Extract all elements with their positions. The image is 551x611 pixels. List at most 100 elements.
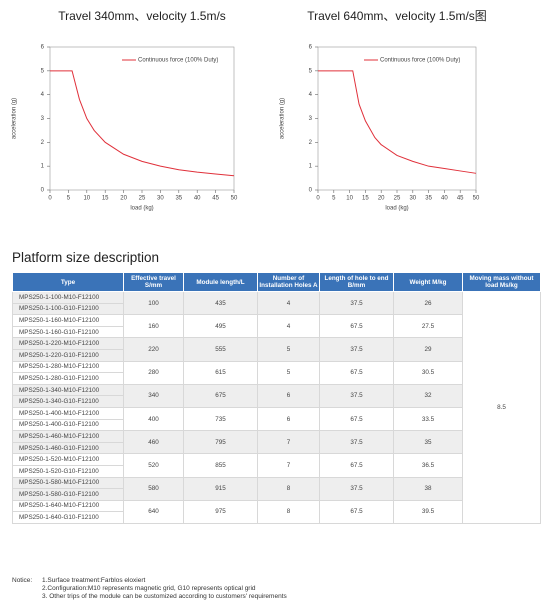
type-cell: MPS250-1-220-M10-F12100 bbox=[12, 337, 124, 350]
length-cell: 675 bbox=[183, 383, 258, 408]
x-axis-label: load (kg) bbox=[385, 206, 408, 212]
y-tick-label: 2 bbox=[309, 140, 313, 146]
x-tick-label: 30 bbox=[157, 196, 164, 202]
travel-cell: 280 bbox=[123, 360, 184, 385]
length-cell: 855 bbox=[183, 453, 258, 478]
x-tick-label: 25 bbox=[139, 196, 146, 202]
length-cell: 615 bbox=[183, 360, 258, 385]
y-axis-label: acceleration (g) bbox=[280, 98, 286, 139]
y-tick-label: 4 bbox=[309, 92, 313, 98]
x-tick-label: 15 bbox=[102, 196, 109, 202]
weight-cell: 39.5 bbox=[393, 499, 463, 524]
column-header: Weight M/kg bbox=[393, 272, 463, 292]
column-header: Type bbox=[12, 272, 124, 292]
length-cell: 555 bbox=[183, 337, 258, 362]
x-tick-label: 0 bbox=[316, 196, 320, 202]
travel-cell: 340 bbox=[123, 383, 184, 408]
y-tick-label: 2 bbox=[41, 140, 45, 146]
plot-frame bbox=[49, 46, 235, 191]
y-tick-label: 6 bbox=[309, 45, 313, 51]
y-tick-label: 1 bbox=[41, 164, 45, 170]
travel-cell: 160 bbox=[123, 314, 184, 339]
moving-mass-cell: 8.5 bbox=[462, 291, 541, 524]
type-cell: MPS250-1-640-G10-F12100 bbox=[12, 511, 124, 524]
weight-cell: 29 bbox=[393, 337, 463, 362]
x-tick-label: 40 bbox=[194, 196, 201, 202]
x-tick-label: 20 bbox=[120, 196, 127, 202]
x-tick-label: 50 bbox=[231, 196, 238, 202]
weight-cell: 32 bbox=[393, 383, 463, 408]
holes-cell: 5 bbox=[257, 337, 320, 362]
type-cell: MPS250-1-340-G10-F12100 bbox=[12, 395, 124, 408]
x-tick-label: 30 bbox=[409, 196, 416, 202]
travel-cell: 400 bbox=[123, 406, 184, 432]
table-row: MPS250-1-340-M10-F12100 340 675 6 37.5 32 bbox=[12, 383, 541, 408]
weight-cell: 36.5 bbox=[393, 453, 463, 478]
table-row: MPS250-1-280-M10-F12100 280 615 5 67.5 30.5 bbox=[12, 360, 541, 385]
b-cell: 67.5 bbox=[319, 453, 394, 478]
table-row: MPS250-1-220-M10-F12100 220 555 5 37.5 29 bbox=[12, 337, 541, 362]
b-cell: 67.5 bbox=[319, 360, 394, 385]
b-cell: 37.5 bbox=[319, 476, 394, 501]
x-tick-label: 50 bbox=[473, 196, 480, 202]
b-cell: 37.5 bbox=[319, 383, 394, 408]
travel-cell: 640 bbox=[123, 499, 184, 524]
type-cell: MPS250-1-100-G10-F12100 bbox=[12, 302, 124, 316]
type-cell: MPS250-1-280-G10-F12100 bbox=[12, 372, 124, 385]
legend-label: Continuous force (100% Duty) bbox=[380, 58, 460, 64]
header-row: Type Effective travel S/mm Module length/L… bbox=[12, 272, 541, 292]
notice-label: Notice: bbox=[12, 577, 33, 584]
column-header: Effective travel S/mm bbox=[123, 272, 184, 292]
weight-cell: 26 bbox=[393, 290, 463, 316]
holes-cell: 6 bbox=[257, 406, 320, 432]
x-tick-label: 5 bbox=[67, 196, 71, 202]
y-tick-label: 0 bbox=[41, 188, 45, 194]
notice-line: 1.Surface treatment:Farblos eloxiert bbox=[42, 577, 146, 584]
x-tick-label: 10 bbox=[346, 196, 353, 202]
x-tick-label: 20 bbox=[378, 196, 385, 202]
travel-cell: 220 bbox=[123, 337, 184, 362]
column-header: Moving mass without load Ms/kg bbox=[462, 272, 541, 292]
type-cell: MPS250-1-400-M10-F12100 bbox=[12, 406, 124, 420]
table-row: MPS250-1-640-G10-F12100 bbox=[12, 511, 541, 524]
y-tick-label: 4 bbox=[41, 92, 45, 98]
weight-cell: 33.5 bbox=[393, 406, 463, 432]
length-cell: 795 bbox=[183, 430, 258, 455]
weight-cell: 30.5 bbox=[393, 360, 463, 385]
holes-cell: 5 bbox=[257, 360, 320, 385]
table-row: MPS250-1-100-M10-F12100 100 435 4 37.5 26 8.5 bbox=[12, 290, 541, 524]
travel-cell: 520 bbox=[123, 453, 184, 478]
x-axis-label: load (kg) bbox=[130, 206, 153, 212]
y-tick-label: 3 bbox=[41, 116, 45, 122]
b-cell: 37.5 bbox=[319, 337, 394, 362]
type-cell: MPS250-1-220-G10-F12100 bbox=[12, 348, 124, 362]
y-axis-label: acceleration (g) bbox=[12, 98, 18, 139]
column-header: Module length/L bbox=[183, 272, 258, 292]
table-row: MPS250-1-520-M10-F12100 520 855 7 67.5 36.5 bbox=[12, 453, 541, 478]
length-cell: 975 bbox=[183, 499, 258, 524]
table-row: MPS250-1-160-M10-F12100 160 495 4 67.5 27.5 bbox=[12, 314, 541, 339]
x-tick-label: 45 bbox=[212, 196, 219, 202]
y-tick-label: 5 bbox=[309, 68, 313, 74]
x-tick-label: 25 bbox=[394, 196, 401, 202]
x-tick-label: 15 bbox=[362, 196, 369, 202]
column-header: Length of hole to end B/mm bbox=[319, 272, 394, 292]
b-cell: 67.5 bbox=[319, 499, 394, 524]
type-cell: MPS250-1-520-G10-F12100 bbox=[12, 464, 124, 478]
type-cell: MPS250-1-340-M10-F12100 bbox=[12, 383, 124, 397]
type-cell: MPS250-1-580-G10-F12100 bbox=[12, 488, 124, 501]
weight-cell: 27.5 bbox=[393, 314, 463, 339]
table-row: MPS250-1-640-M10-F12100 640 975 8 67.5 39.5 bbox=[12, 499, 541, 524]
weight-cell: 38 bbox=[393, 476, 463, 501]
table-row: MPS250-1-580-M10-F12100 580 915 8 37.5 38 bbox=[12, 476, 541, 501]
b-cell: 37.5 bbox=[319, 430, 394, 455]
plot-frame bbox=[317, 46, 477, 191]
y-tick-label: 3 bbox=[309, 116, 313, 122]
type-cell: MPS250-1-460-M10-F12100 bbox=[12, 430, 124, 443]
b-cell: 67.5 bbox=[319, 406, 394, 432]
type-cell: MPS250-1-460-G10-F12100 bbox=[12, 441, 124, 455]
type-cell: MPS250-1-520-M10-F12100 bbox=[12, 453, 124, 466]
y-tick-label: 5 bbox=[41, 68, 45, 74]
type-cell: MPS250-1-580-M10-F12100 bbox=[12, 476, 124, 490]
